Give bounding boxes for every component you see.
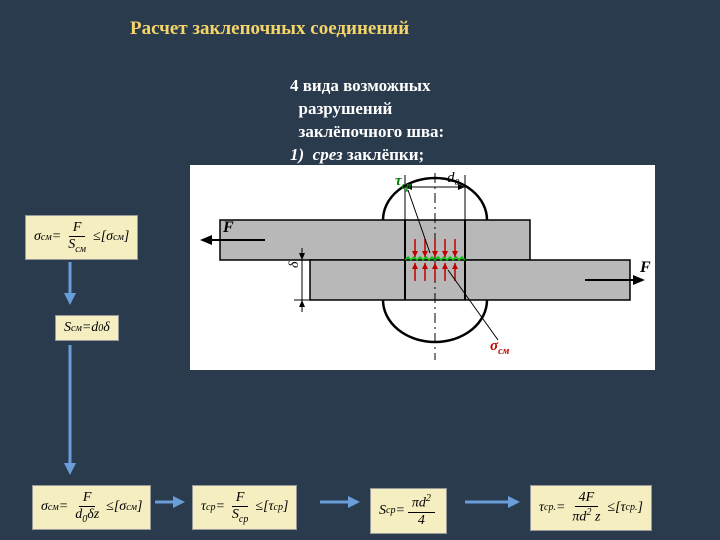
subtitle-line2: разрушений <box>299 99 393 118</box>
formula-s-sr: Sср = πd24 <box>370 488 447 534</box>
rivet-diagram: d₀ δ F Fτср σсм <box>190 165 655 370</box>
subtitle-item-rest: заклёпки; <box>343 145 425 164</box>
formula-s-sm: Sсм = d0δ <box>55 315 119 341</box>
formula-sigma-sm: σсм = FSсм ≤ [σсм] <box>25 215 138 260</box>
subtitle-item-num: 1) <box>290 145 304 164</box>
formula-sigma-sm-full: σсм = Fd0δz ≤ [σсм] <box>32 485 151 530</box>
formula-tau-sr-full: τср. = 4Fπd2 z ≤ [τср.] <box>530 485 652 531</box>
subtitle-block: 4 вида возможных разрушений заклёпочного… <box>290 75 444 167</box>
page-title: Расчет заклепочных соединений <box>130 18 409 40</box>
svg-text:d₀: d₀ <box>447 170 460 186</box>
svg-text:δ: δ <box>287 261 302 268</box>
subtitle-line1: 4 вида возможных <box>290 76 431 95</box>
subtitle-item-bold: срез <box>313 145 343 164</box>
subtitle-line3: заклёпочного шва: <box>299 122 445 141</box>
formula-tau-sr: τср = FSср ≤ [τср] <box>192 485 297 530</box>
svg-text:σсм: σсм <box>490 338 510 357</box>
svg-text:τср: τср <box>395 173 411 192</box>
svg-text:F: F <box>639 259 651 276</box>
svg-text:F: F <box>222 219 234 236</box>
